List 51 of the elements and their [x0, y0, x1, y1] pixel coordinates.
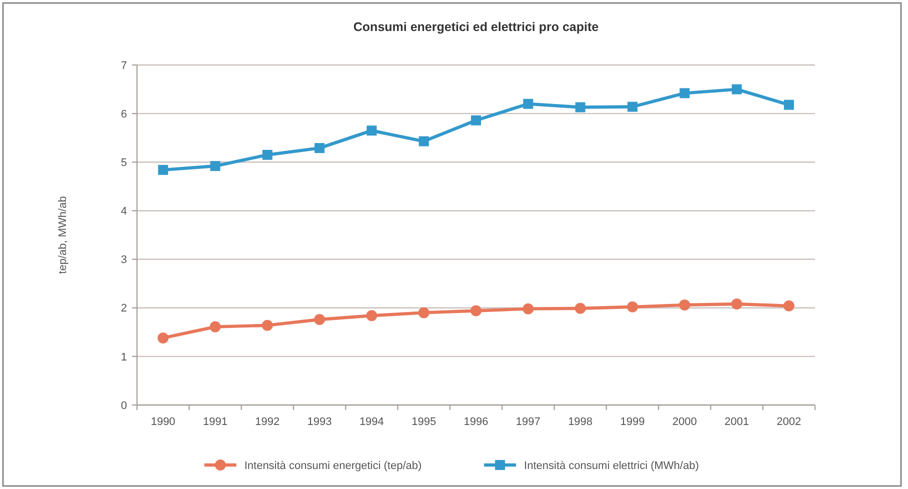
point — [470, 305, 482, 316]
point — [783, 300, 794, 312]
point — [680, 88, 690, 98]
point — [731, 298, 742, 310]
x-tick-label: 1999 — [620, 416, 645, 428]
point — [314, 143, 325, 154]
x-tick-label: 1992 — [255, 416, 280, 428]
y-tick-label: 3 — [120, 254, 127, 266]
point — [523, 98, 534, 109]
point — [679, 299, 690, 310]
point — [366, 310, 378, 322]
y-tick-label: 2 — [120, 302, 127, 315]
point — [418, 136, 429, 146]
x-tick-label: 1993 — [307, 416, 332, 428]
x-tick-label: 1990 — [150, 416, 176, 428]
point — [210, 321, 221, 332]
x-tick-label: 2002 — [776, 416, 802, 428]
point — [262, 320, 273, 331]
point — [210, 161, 220, 172]
x-tick-label: 1996 — [464, 416, 488, 428]
point — [732, 84, 742, 94]
point — [262, 150, 272, 160]
point — [522, 303, 534, 314]
point — [366, 126, 377, 136]
x-tick-label: 1995 — [412, 416, 436, 428]
y-tick-label: 4 — [120, 206, 127, 218]
point — [575, 102, 586, 112]
x-tick-label: 2000 — [672, 416, 697, 428]
point — [314, 314, 326, 326]
point — [471, 115, 481, 126]
x-tick-label: 2001 — [724, 416, 750, 428]
x-tick-label: 1994 — [359, 416, 384, 428]
point — [158, 332, 169, 344]
y-tick-label: 1 — [120, 351, 127, 364]
point — [627, 102, 638, 112]
y-tick-label: 7 — [120, 60, 127, 72]
y-tick-label: 0 — [120, 400, 127, 412]
point — [626, 301, 638, 312]
y-axis-title: tep/ab, MWh/ab — [57, 196, 69, 274]
y-tick-label: 5 — [120, 156, 127, 169]
point — [784, 100, 794, 110]
x-tick-label: 1998 — [568, 416, 593, 428]
x-tick-label: 1991 — [202, 416, 228, 428]
point — [158, 164, 168, 175]
y-tick-label: 6 — [120, 108, 127, 120]
chart-title: Consumi energetici ed elettrici pro capite — [353, 20, 599, 34]
point — [574, 302, 586, 314]
point — [418, 307, 430, 318]
legend-label: Intensità consumi energetici (tep/ab) — [244, 460, 422, 472]
x-tick-label: 1997 — [516, 416, 540, 428]
legend-label: Intensità consumi elettrici (MWh/ab) — [524, 460, 699, 472]
